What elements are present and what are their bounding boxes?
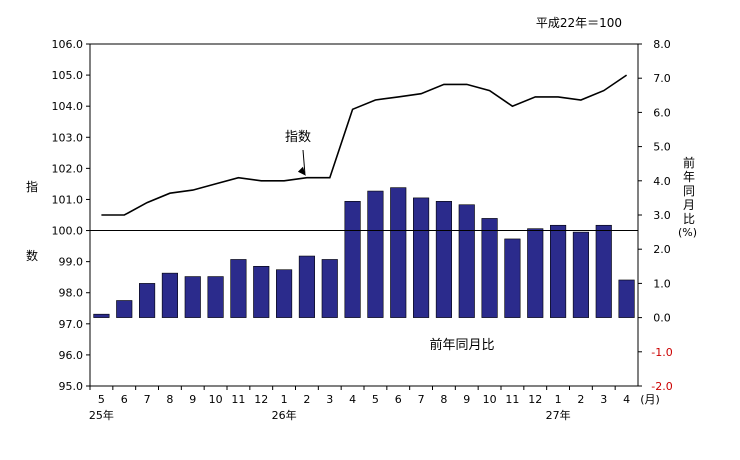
month-label: 6	[395, 393, 402, 406]
x-unit-label: (月)	[640, 393, 660, 406]
index-arrow-head	[297, 166, 306, 176]
month-label: 10	[483, 393, 497, 406]
month-label: 9	[463, 393, 470, 406]
right-tick-label: 1.0	[653, 277, 671, 290]
right-axis-label-4: 月	[683, 198, 696, 212]
month-label: 10	[209, 393, 223, 406]
yoy-bar	[618, 279, 635, 318]
yoy-bar	[390, 187, 407, 318]
left-axis-label-1: 指	[26, 180, 39, 194]
right-axis-label-2: 年	[683, 170, 696, 184]
month-label: 3	[326, 393, 333, 406]
month-label: 12	[254, 393, 268, 406]
month-label: 5	[98, 393, 105, 406]
right-tick-label: 2.0	[653, 243, 671, 256]
month-label: 7	[144, 393, 151, 406]
index-line	[101, 74, 628, 216]
month-label: 5	[372, 393, 379, 406]
yoy-bar	[413, 197, 430, 318]
month-label: 11	[505, 393, 519, 406]
right-tick-label: 4.0	[653, 175, 671, 188]
yoy-bar	[550, 224, 567, 318]
yoy-bar	[481, 218, 498, 318]
left-axis-label-2: 数	[26, 249, 39, 263]
month-label: 2	[577, 393, 584, 406]
left-tick-label: 103.0	[52, 131, 84, 144]
left-tick-label: 106.0	[52, 38, 84, 51]
right-axis-label-3: 同	[683, 184, 696, 198]
month-label: 8	[166, 393, 173, 406]
left-tick-label: 98.0	[59, 287, 84, 300]
right-tick-label: 3.0	[653, 209, 671, 222]
yoy-bar	[344, 201, 361, 318]
index-series-label: 指数	[285, 130, 311, 145]
year-label: 25年	[89, 408, 114, 422]
right-tick-label: -2.0	[651, 380, 672, 393]
left-tick-label: 99.0	[59, 256, 84, 269]
right-tick-label: 5.0	[653, 141, 671, 154]
base-year-note: 平成22年＝100	[535, 16, 622, 30]
left-tick-label: 102.0	[52, 162, 84, 175]
month-label: 8	[440, 393, 447, 406]
yoy-bar	[93, 313, 110, 318]
yoy-bar	[230, 259, 247, 318]
right-axis-label-6: (%)	[678, 226, 698, 239]
index-label-arrow	[302, 149, 306, 174]
plot-frame	[89, 43, 639, 387]
year-label: 27年	[546, 408, 571, 422]
month-label: 12	[528, 393, 542, 406]
year-label: 26年	[272, 408, 297, 422]
left-tick-label: 100.0	[52, 225, 84, 238]
month-label: 7	[418, 393, 425, 406]
right-tick-label: 0.0	[653, 312, 671, 325]
yoy-bar	[207, 276, 224, 318]
left-tick-label: 97.0	[59, 318, 84, 331]
month-label: 4	[349, 393, 356, 406]
left-tick-label: 101.0	[52, 193, 84, 206]
yoy-bar	[435, 201, 452, 318]
yoy-bar	[572, 231, 589, 318]
month-label: 1	[281, 393, 288, 406]
left-tick-label: 96.0	[59, 349, 84, 362]
yoy-series-label: 前年同月比	[429, 337, 494, 353]
yoy-bar	[504, 238, 521, 318]
right-tick-label: 7.0	[653, 72, 671, 85]
yoy-bar	[458, 204, 475, 318]
month-label: 4	[623, 393, 630, 406]
month-label: 3	[600, 393, 607, 406]
right-tick-label: -1.0	[651, 346, 672, 359]
yoy-bar	[321, 259, 338, 318]
right-tick-label: 8.0	[653, 38, 671, 51]
yoy-bar	[527, 228, 544, 318]
month-label: 9	[189, 393, 196, 406]
right-axis-label-1: 前	[683, 156, 696, 170]
left-tick-label: 104.0	[52, 100, 84, 113]
yoy-bar	[161, 272, 178, 318]
left-tick-label: 95.0	[59, 380, 84, 393]
month-label: 2	[303, 393, 310, 406]
yoy-bar	[184, 276, 201, 318]
yoy-bar	[139, 283, 156, 318]
month-label: 1	[555, 393, 562, 406]
right-tick-label: 6.0	[653, 106, 671, 119]
yoy-bar	[595, 224, 612, 318]
month-label: 11	[231, 393, 245, 406]
yoy-bar	[298, 255, 315, 318]
left-tick-label: 105.0	[52, 69, 84, 82]
yoy-bar	[276, 269, 293, 318]
right-axis-label-5: 比	[683, 212, 696, 226]
yoy-bar	[253, 265, 270, 318]
yoy-bar	[116, 300, 133, 318]
month-label: 6	[121, 393, 128, 406]
yoy-bar	[367, 190, 384, 318]
